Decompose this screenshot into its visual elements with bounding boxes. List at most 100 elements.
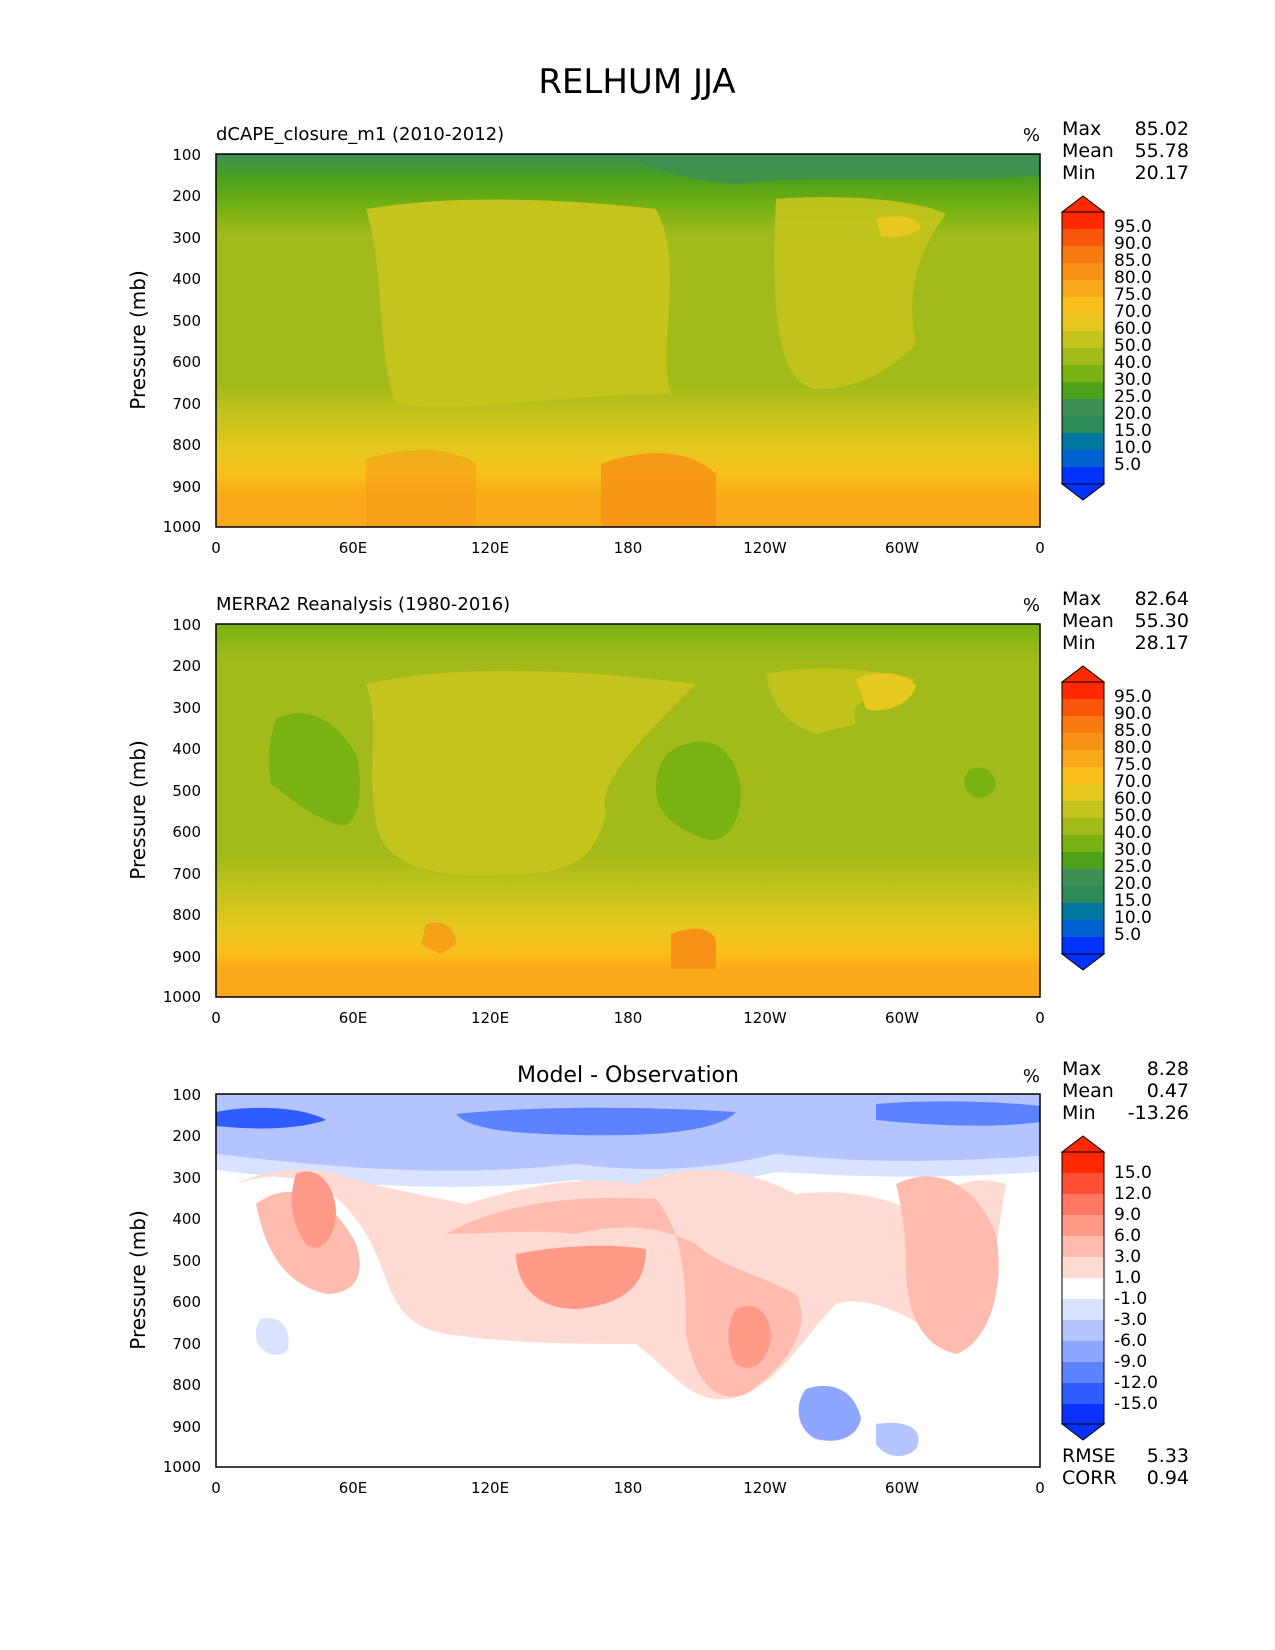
x-tick: 60W	[885, 539, 919, 557]
colorbar-tick: 50.0	[1114, 336, 1152, 356]
x-tick: 120E	[471, 1479, 509, 1497]
stat-value-corr: 0.94	[1147, 1467, 1189, 1489]
colorbar-swatch	[1062, 450, 1104, 467]
x-tick: 0	[211, 1009, 221, 1027]
stat-value-mean: 55.30	[1135, 610, 1189, 632]
stat-value-mean: 0.47	[1147, 1080, 1189, 1102]
model-region-warm-low-east	[366, 449, 476, 527]
panel-observation-ylabel: Pressure (mb)	[126, 740, 150, 880]
panel-model-yticks: 100 200 300 400 500 600 700 800 900 1000	[163, 146, 201, 536]
y-tick: 500	[172, 1252, 201, 1270]
colorbar-tick: -3.0	[1114, 1310, 1147, 1330]
colorbar-swatch	[1062, 1362, 1104, 1383]
colorbar-swatch	[1062, 1236, 1104, 1257]
obs-region-moist-pacific	[366, 670, 696, 876]
y-tick: 1000	[163, 988, 201, 1006]
colorbar-tick: 70.0	[1114, 302, 1152, 322]
y-tick: 300	[172, 1169, 201, 1187]
diff-region-negative-transition	[216, 1154, 1040, 1187]
colorbar-tick: -9.0	[1114, 1352, 1147, 1372]
stat-label-mean: Mean	[1062, 1080, 1114, 1102]
stat-label-min: Min	[1062, 632, 1096, 654]
diff-region-positive-core-c	[728, 1305, 771, 1368]
stat-value-mean: 55.78	[1135, 140, 1189, 162]
panel-observation-stats: Max 82.64 Mean 55.30 Min 28.17	[1062, 588, 1189, 654]
diff-region-positive-central	[446, 1197, 802, 1397]
stat-label-max: Max	[1062, 588, 1101, 610]
y-tick: 500	[172, 312, 201, 330]
colorbar-tick: 12.0	[1114, 1184, 1152, 1204]
colorbar-cap-bottom	[1060, 483, 1106, 501]
colorbar-swatch	[1062, 331, 1104, 348]
colorbar-swatch	[1062, 1173, 1104, 1194]
panel-difference-xticks: 0 60E 120E 180 120W 60W 0	[211, 1479, 1045, 1497]
colorbar-tick: -6.0	[1114, 1331, 1147, 1351]
y-tick: 700	[172, 865, 201, 883]
colorbar-tick: -12.0	[1114, 1373, 1158, 1393]
panel-model-frame	[215, 153, 1041, 528]
stat-label-rmse: RMSE	[1062, 1445, 1116, 1467]
colorbar-tick: 6.0	[1114, 1226, 1141, 1246]
colorbar-tick: 85.0	[1114, 251, 1152, 271]
colorbar-swatch	[1062, 1341, 1104, 1362]
stat-value-max: 85.02	[1135, 118, 1189, 140]
panel-model: dCAPE_closure_m1 (2010-2012) % Pressure …	[126, 118, 1189, 557]
colorbar-tick: -15.0	[1114, 1394, 1158, 1414]
colorbar-cap-bottom	[1060, 953, 1106, 971]
colorbar-swatch	[1062, 835, 1104, 852]
x-tick: 120W	[743, 1479, 787, 1497]
y-tick: 200	[172, 187, 201, 205]
diff-region-negative-upper-west	[216, 1107, 326, 1129]
y-tick: 1000	[163, 1458, 201, 1476]
x-tick: 180	[614, 1479, 643, 1497]
figure-title: RELHUM JJA	[538, 62, 735, 102]
colorbar-cap-top	[1060, 195, 1106, 213]
colorbar-tick: 15.0	[1114, 1163, 1152, 1183]
panel-model-units: %	[1023, 125, 1040, 146]
y-tick: 500	[172, 782, 201, 800]
panel-difference-ylabel: Pressure (mb)	[126, 1210, 150, 1350]
colorbar-tick: 15.0	[1114, 891, 1152, 911]
colorbar-tick: 40.0	[1114, 823, 1152, 843]
colorbar-tick: 25.0	[1114, 387, 1152, 407]
colorbar-swatch	[1062, 416, 1104, 433]
diff-region-positive-east	[896, 1176, 999, 1354]
y-tick: 200	[172, 1127, 201, 1145]
panel-model-plot	[215, 153, 1041, 528]
x-tick: 60W	[885, 1009, 919, 1027]
colorbar-swatch	[1062, 1383, 1104, 1404]
colorbar-tick: 10.0	[1114, 908, 1152, 928]
colorbar-swatch	[1062, 382, 1104, 399]
colorbar-tick: 40.0	[1114, 353, 1152, 373]
colorbar-tick: -1.0	[1114, 1289, 1147, 1309]
stat-label-corr: CORR	[1062, 1467, 1117, 1489]
obs-region-dry-mid-east	[964, 767, 996, 798]
colorbar-tick: 10.0	[1114, 438, 1152, 458]
y-tick: 100	[172, 1086, 201, 1104]
colorbar-tick: 15.0	[1114, 421, 1152, 441]
y-tick: 600	[172, 823, 201, 841]
panel-difference: Model - Observation % Pressure (mb) 100 …	[126, 1058, 1189, 1497]
panel-observation: MERRA2 Reanalysis (1980-2016) % Pressure…	[126, 588, 1189, 1027]
model-region-warm-low-pacific	[601, 453, 716, 527]
y-tick: 400	[172, 740, 201, 758]
x-tick: 180	[614, 1009, 643, 1027]
x-tick: 60E	[339, 1009, 368, 1027]
panel-model-title: dCAPE_closure_m1 (2010-2012)	[216, 124, 504, 145]
diff-region-negative-upper-strong	[456, 1107, 736, 1136]
colorbar-cap-top	[1060, 1135, 1106, 1153]
x-tick: 60E	[339, 1479, 368, 1497]
y-tick: 1000	[163, 518, 201, 536]
panel-difference-colorbar: 15.0 12.0 9.0 6.0 3.0 1.0 -1.0 -3.0 -6.0…	[1060, 1135, 1158, 1441]
stat-value-min: 20.17	[1135, 162, 1189, 184]
model-region-dry-upper-east	[626, 154, 1040, 184]
colorbar-cap-bottom	[1060, 1423, 1106, 1441]
colorbar-tick: 80.0	[1114, 738, 1152, 758]
colorbar-tick: 30.0	[1114, 370, 1152, 390]
diff-region-positive-core-b	[516, 1245, 646, 1309]
x-tick: 120E	[471, 539, 509, 557]
panel-model-xticks: 0 60E 120E 180 120W 60W 0	[211, 539, 1045, 557]
stat-value-min: -13.26	[1128, 1102, 1189, 1124]
colorbar-swatch	[1062, 784, 1104, 801]
stat-value-max: 8.28	[1147, 1058, 1189, 1080]
